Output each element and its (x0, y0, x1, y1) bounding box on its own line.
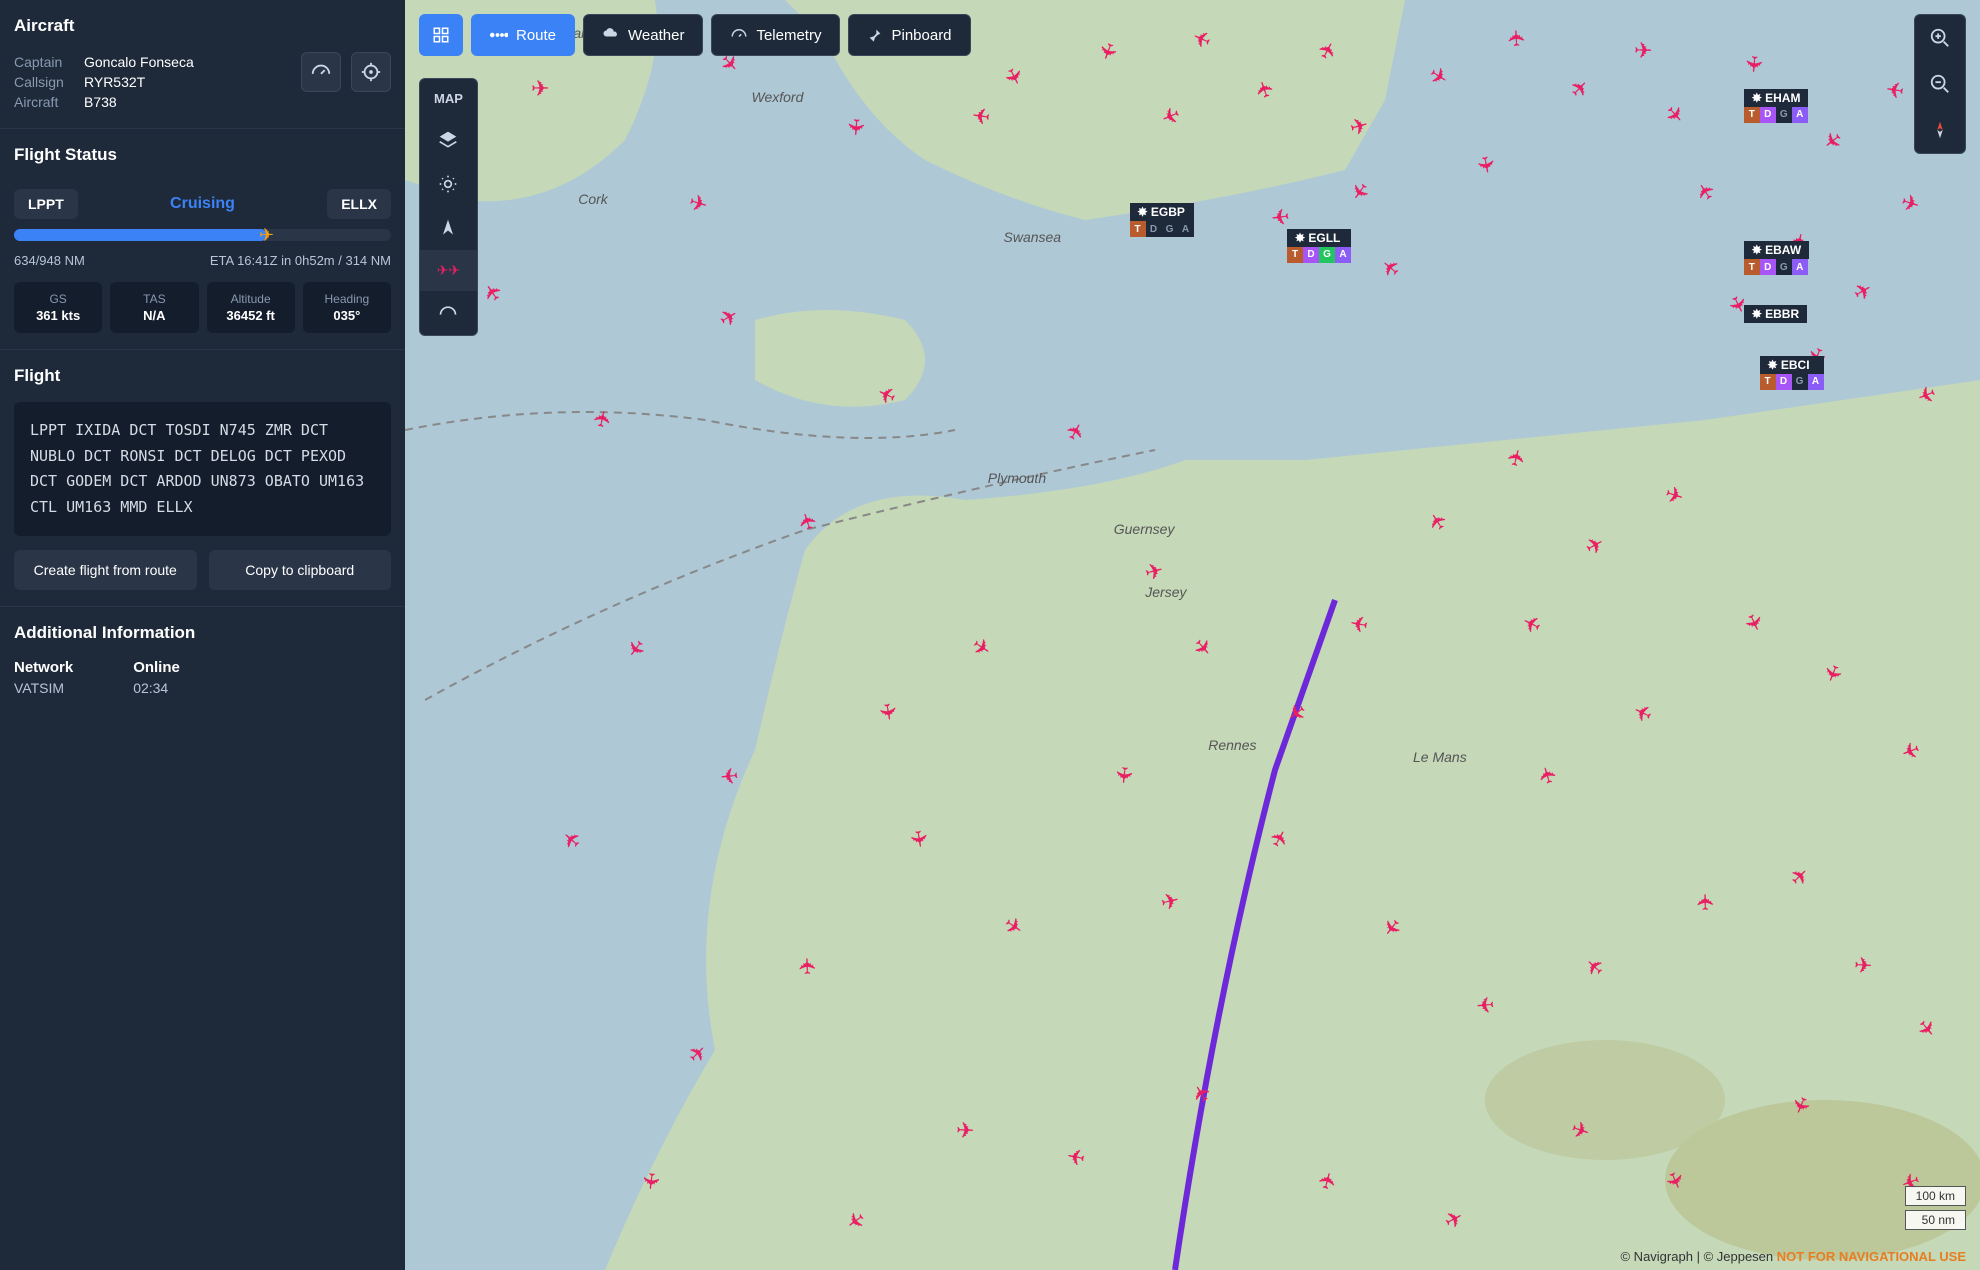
map-side-tools: MAP ✈✈ (419, 78, 478, 336)
city-rennes: Rennes (1208, 737, 1256, 753)
additional-title: Additional Information (0, 607, 405, 659)
origin-pill[interactable]: LPPT (14, 189, 78, 219)
city-jersey: Jersey (1145, 584, 1186, 600)
traffic-plane[interactable]: ✈ (904, 827, 933, 849)
flight-title: Flight (0, 350, 405, 402)
city-cork: Cork (578, 191, 608, 207)
progress-bar: ✈ (14, 229, 391, 241)
city-plymouth: Plymouth (988, 470, 1046, 486)
airport-egbp[interactable]: ✸ EGBPTDGA (1130, 203, 1194, 237)
traffic-plane[interactable]: ✈ (795, 956, 822, 975)
traffic-plane[interactable]: ✈ (1739, 53, 1767, 74)
distance-text: 634/948 NM (14, 253, 85, 268)
sidebar: Aircraft Captain Goncalo Fonseca Callsig… (0, 0, 405, 1270)
gauge-button[interactable] (301, 52, 341, 92)
destination-pill[interactable]: ELLX (327, 189, 391, 219)
zoom-out-button[interactable] (1915, 61, 1965, 107)
status-title: Flight Status (0, 129, 405, 181)
airport-ebaw[interactable]: ✸ EBAWTDGA (1744, 241, 1809, 275)
city-guernsey: Guernsey (1114, 521, 1175, 537)
metric-tas: TASN/A (110, 282, 198, 333)
city-wexford: Wexford (752, 89, 804, 105)
attribution-warning: NOT FOR NAVIGATIONAL USE (1777, 1249, 1966, 1264)
traffic-button[interactable]: ✈✈ (420, 250, 477, 291)
progress-plane-icon: ✈ (259, 225, 274, 246)
traffic-plane[interactable]: ✈ (970, 100, 992, 128)
network-label: Network (14, 659, 73, 676)
flight-status-panel: Flight Status LPPT Cruising ELLX ✈ 634/9… (0, 129, 405, 350)
additional-panel: Additional Information Network VATSIM On… (0, 607, 405, 712)
traffic-plane[interactable]: ✈ (1475, 990, 1496, 1018)
attribution-navigraph: © Navigraph (1620, 1249, 1692, 1264)
network-value: VATSIM (14, 680, 73, 696)
traffic-plane[interactable]: ✈ (1109, 764, 1137, 785)
traffic-plane[interactable]: ✈ (1884, 75, 1906, 104)
metric-gs: GS361 kts (14, 282, 102, 333)
metric-heading: Heading035° (303, 282, 391, 333)
weather-tab[interactable]: Weather (583, 14, 703, 56)
copy-clipboard-button[interactable]: Copy to clipboard (209, 550, 392, 590)
traffic-plane[interactable]: ✈ (636, 1171, 664, 1192)
traffic-plane[interactable]: ✈ (719, 761, 740, 789)
airport-eham[interactable]: ✸ EHAMTDGA (1744, 89, 1809, 123)
captain-label: Captain (14, 54, 84, 70)
traffic-plane[interactable]: ✈ (842, 117, 869, 137)
aircraft-panel: Aircraft Captain Goncalo Fonseca Callsig… (0, 0, 405, 129)
online-label: Online (133, 659, 180, 676)
metrics-row: GS361 ktsTASN/AAltitude36452 ftHeading03… (14, 282, 391, 333)
airport-ebbr[interactable]: ✸ EBBR (1744, 305, 1807, 323)
attribution: © Navigraph | © Jeppesen NOT FOR NAVIGAT… (1620, 1249, 1966, 1264)
callsign-label: Callsign (14, 74, 84, 90)
map-toolbar: Route Weather Telemetry Pinboard (419, 14, 971, 56)
route-text: LPPT IXIDA DCT TOSDI N745 ZMR DCT NUBLO … (14, 402, 391, 536)
zoom-control (1914, 14, 1966, 154)
traffic-plane[interactable]: ✈ (1853, 952, 1873, 979)
callsign-value: RYR532T (84, 74, 145, 90)
pinboard-tab[interactable]: Pinboard (848, 14, 970, 56)
traffic-plane[interactable]: ✈ (1633, 38, 1652, 64)
traffic-plane[interactable]: ✈ (956, 1117, 975, 1144)
telemetry-tab[interactable]: Telemetry (711, 14, 840, 56)
traffic-plane[interactable]: ✈ (1503, 29, 1530, 49)
scale-nm: 50 nm (1905, 1210, 1966, 1230)
aircraft-title: Aircraft (0, 0, 405, 52)
route-tab[interactable]: Route (471, 14, 575, 56)
metric-altitude: Altitude36452 ft (207, 282, 295, 333)
traffic-plane[interactable]: ✈ (872, 700, 901, 723)
online-value: 02:34 (133, 680, 180, 696)
locate-button[interactable] (351, 52, 391, 92)
north-button[interactable] (420, 206, 477, 250)
grid-toggle-button[interactable] (419, 14, 463, 56)
map-scale: 100 km 50 nm (1905, 1182, 1966, 1230)
traffic-plane[interactable]: ✈ (1270, 202, 1291, 230)
airport-ebci[interactable]: ✸ EBCITDGA (1760, 356, 1824, 390)
create-flight-button[interactable]: Create flight from route (14, 550, 197, 590)
brightness-button[interactable] (420, 162, 477, 206)
aircraft-value: B738 (84, 94, 117, 110)
compass-button[interactable] (1915, 107, 1965, 153)
airport-egll[interactable]: ✸ EGLLTDGA (1287, 229, 1351, 263)
city-swansea: Swansea (1004, 229, 1062, 245)
flight-phase: Cruising (170, 195, 235, 213)
map-label[interactable]: MAP (420, 79, 477, 118)
zoom-in-button[interactable] (1915, 15, 1965, 61)
traffic-plane[interactable]: ✈ (1693, 893, 1719, 912)
captain-value: Goncalo Fonseca (84, 54, 194, 70)
traffic-plane[interactable]: ✈ (531, 76, 549, 102)
city-le-mans: Le Mans (1413, 749, 1467, 765)
aircraft-label: Aircraft (14, 94, 84, 110)
flight-panel: Flight LPPT IXIDA DCT TOSDI N745 ZMR DCT… (0, 350, 405, 607)
attribution-jeppesen: © Jeppesen (1704, 1249, 1774, 1264)
layers-button[interactable] (420, 118, 477, 162)
eta-text: ETA 16:41Z in 0h52m / 314 NM (210, 253, 391, 268)
scale-km: 100 km (1905, 1186, 1966, 1206)
gauge-tool-button[interactable] (420, 291, 477, 335)
map-area[interactable]: Route Weather Telemetry Pinboard MAP ✈✈ (405, 0, 1980, 1270)
